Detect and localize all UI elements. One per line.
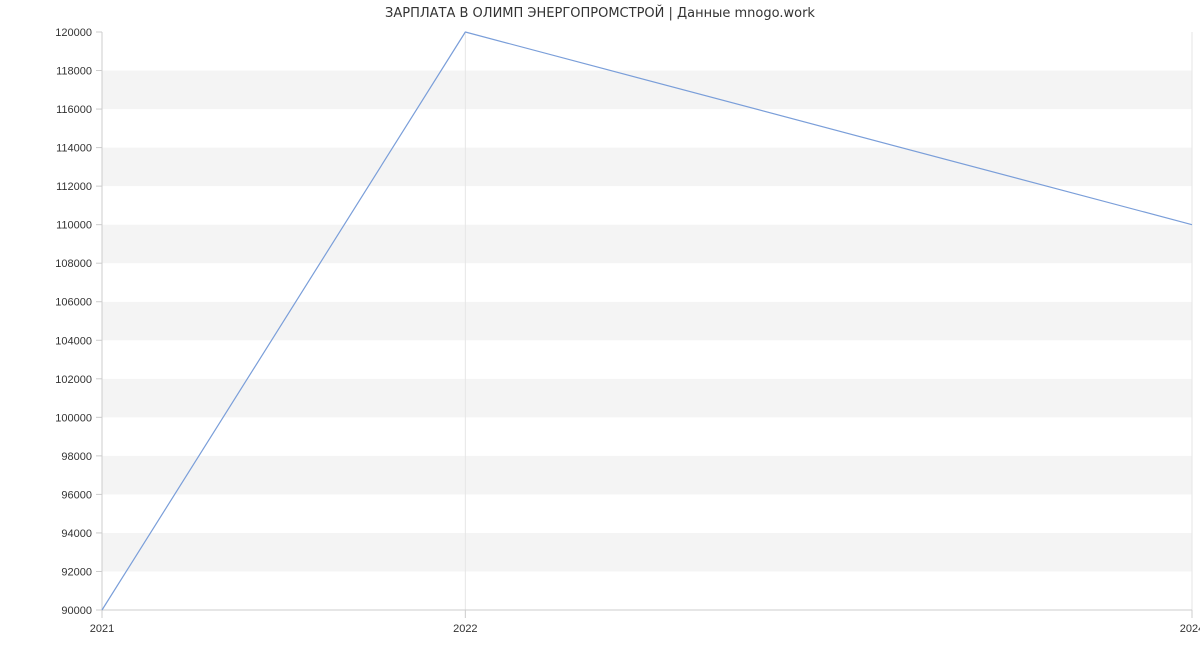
y-tick-label: 106000: [55, 297, 92, 309]
plot-band: [102, 186, 1192, 225]
plot-band: [102, 109, 1192, 148]
y-tick-label: 110000: [56, 220, 92, 232]
plot-band: [102, 263, 1192, 302]
y-tick-label: 100000: [55, 412, 92, 424]
x-tick-label: 2022: [453, 623, 477, 635]
chart-title: ЗАРПЛАТА В ОЛИМП ЭНЕРГОПРОМСТРОЙ | Данны…: [0, 6, 1200, 21]
y-tick-label: 120000: [55, 27, 92, 39]
y-tick-label: 102000: [55, 374, 92, 386]
plot-band: [102, 456, 1192, 495]
y-tick-label: 92000: [61, 566, 92, 578]
x-tick-label: 2021: [90, 623, 114, 635]
y-tick-label: 108000: [55, 258, 92, 270]
plot-band: [102, 148, 1192, 187]
y-tick-label: 118000: [56, 66, 92, 78]
plot-band: [102, 571, 1192, 610]
y-tick-label: 96000: [61, 489, 92, 501]
chart-svg: 90000 92000 94000 96000 98000 100000 102000 104…: [0, 0, 1200, 650]
plot-band: [102, 379, 1192, 418]
plot-band: [102, 417, 1192, 456]
plot-band: [102, 32, 1192, 71]
plot-band: [102, 225, 1192, 264]
y-tick-label: 112000: [56, 181, 92, 193]
plot-band: [102, 71, 1192, 110]
y-tick-label: 116000: [56, 104, 92, 116]
x-tick-label: 2024: [1180, 623, 1200, 635]
salary-line-chart: ЗАРПЛАТА В ОЛИМП ЭНЕРГОПРОМСТРОЙ | Данны…: [0, 0, 1200, 650]
plot-band: [102, 340, 1192, 379]
y-tick-label: 94000: [61, 528, 92, 540]
plot-band: [102, 494, 1192, 533]
plot-band: [102, 302, 1192, 341]
y-tick-label: 98000: [61, 451, 92, 463]
y-tick-label: 104000: [55, 335, 92, 347]
y-tick-label: 90000: [61, 605, 92, 617]
plot-band: [102, 533, 1192, 572]
y-tick-label: 114000: [56, 143, 92, 155]
